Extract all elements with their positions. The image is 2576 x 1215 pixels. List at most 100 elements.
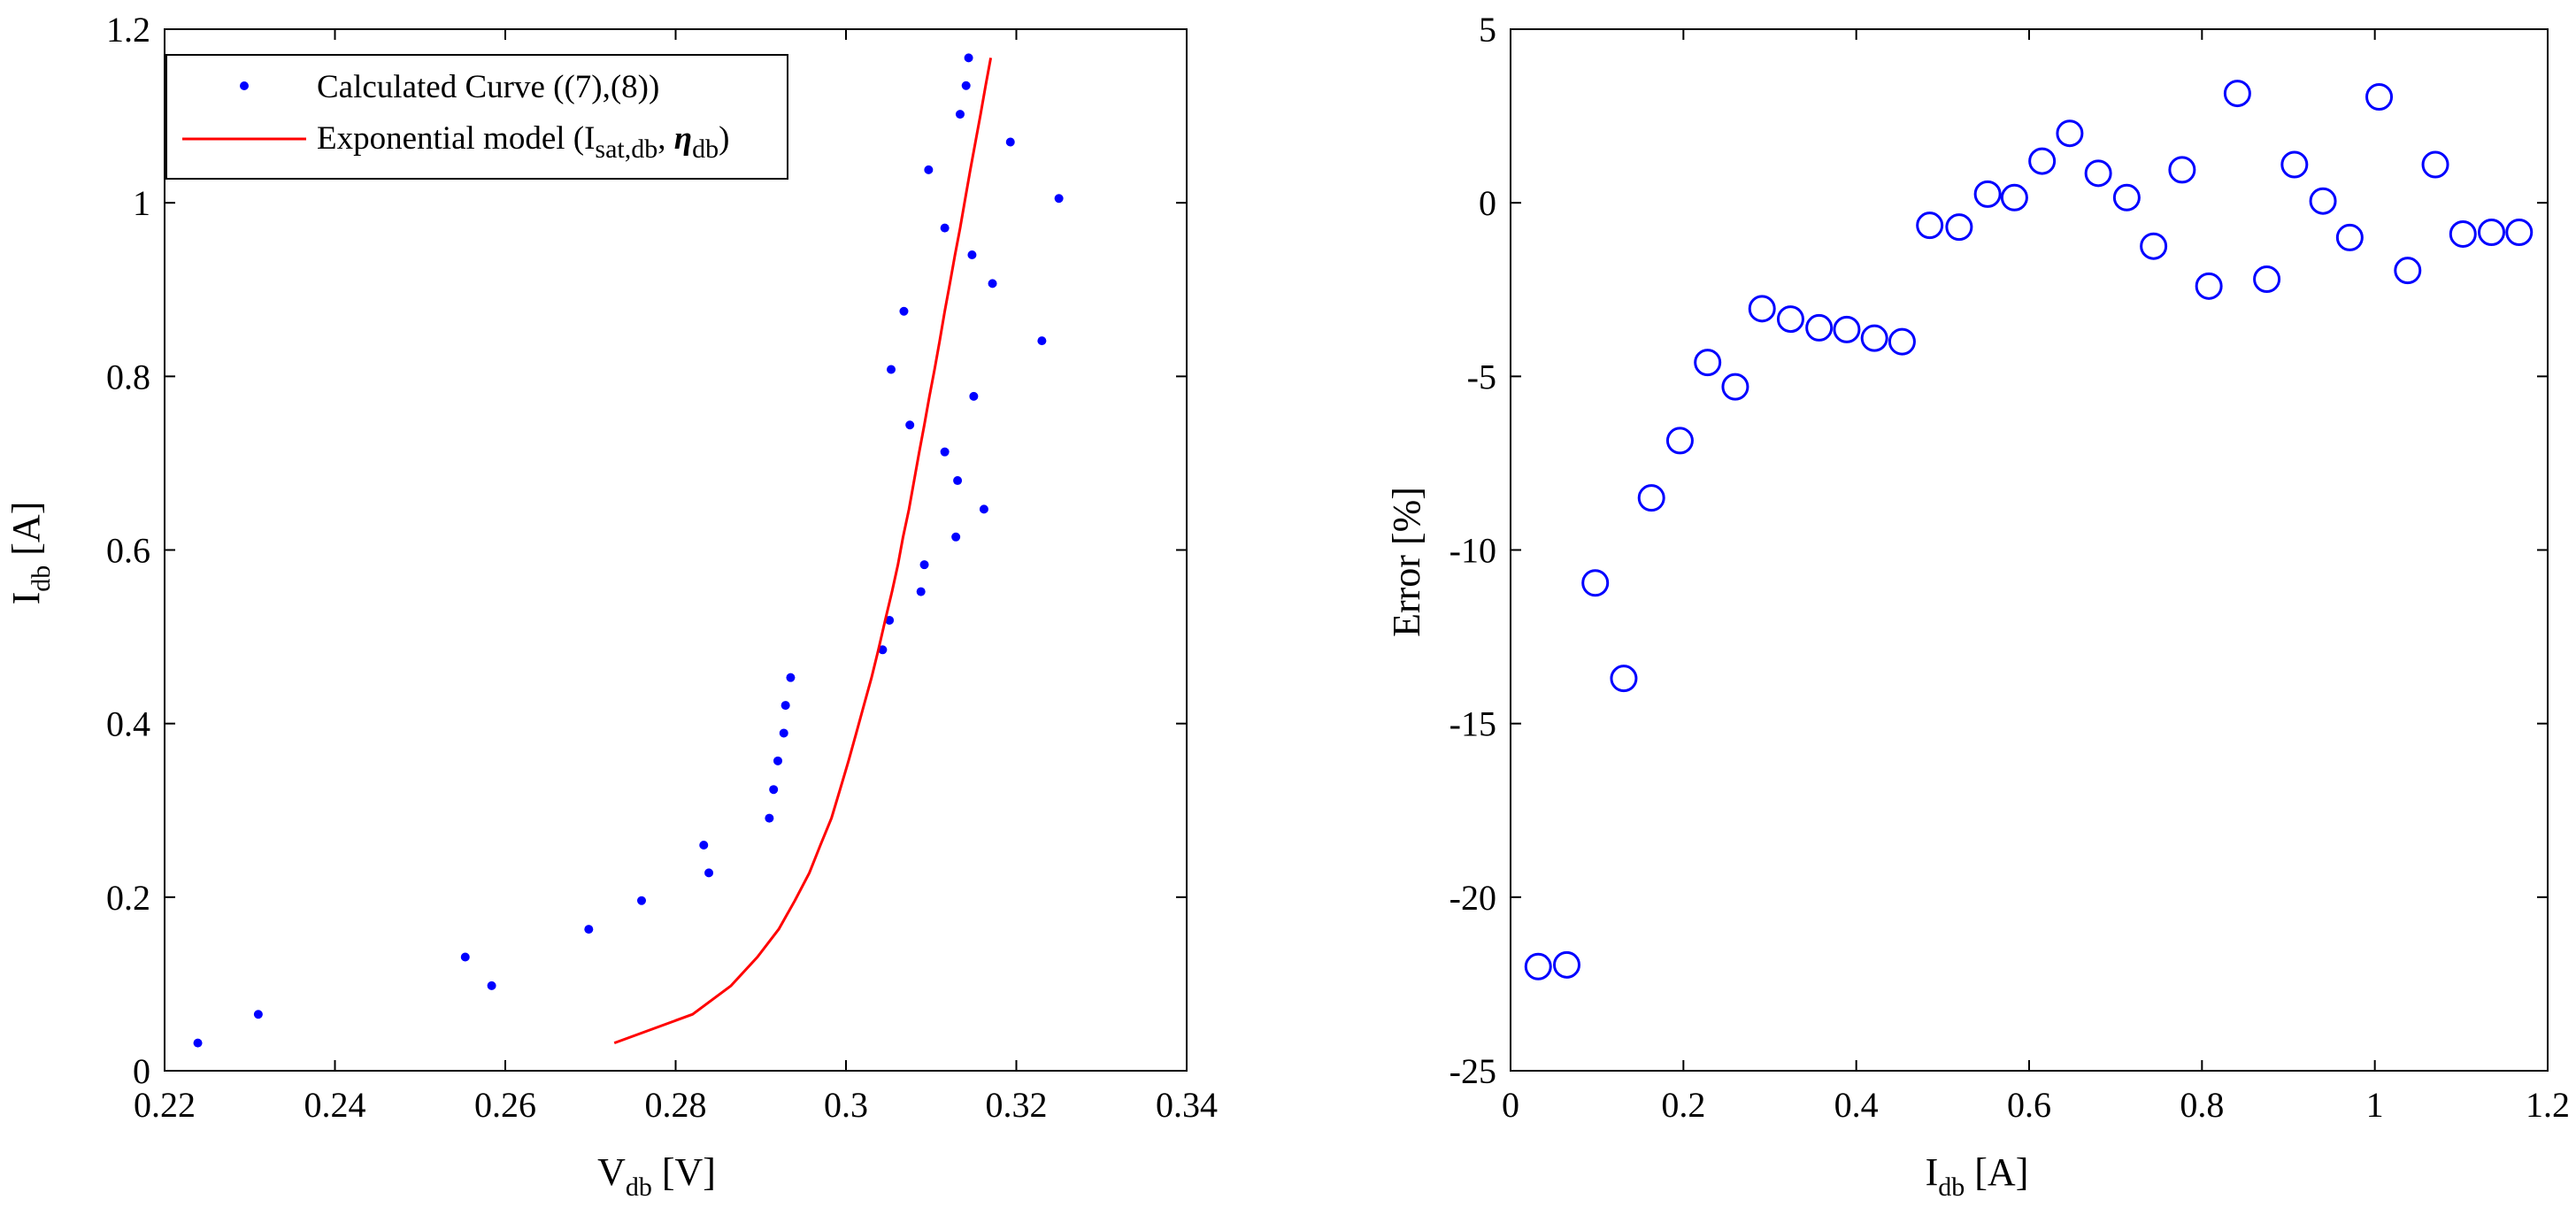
- left-chart-xlabel-space: [652, 1150, 662, 1194]
- legend-exp-part3: ): [719, 120, 729, 157]
- right-chart-data-point: [2000, 183, 2028, 211]
- right-chart-data-point: [2056, 119, 2084, 148]
- left-chart-data-point: [1037, 336, 1047, 346]
- right-chart-ytick-label: 5: [1479, 10, 1496, 50]
- right-chart-xlabel-sub: db: [1938, 1173, 1965, 1202]
- left-chart-data-point: [773, 756, 782, 765]
- left-chart-data-point: [704, 868, 714, 878]
- left-chart-data-point: [1005, 137, 1015, 147]
- right-chart-xlabel: Idb [A]: [1926, 1150, 2029, 1202]
- left-chart-data-point: [940, 447, 950, 457]
- right-chart-data-point: [1748, 295, 1776, 323]
- left-chart: 0.22 0.24 0.26 0.28 0.3 0.32 0.34 0 0.2 0.4 0.6 0.8…: [4, 10, 1218, 1202]
- right-chart-plot-area: [1524, 80, 2534, 980]
- right-chart-ytick-label: -15: [1449, 704, 1496, 744]
- left-chart-data-point: [253, 1010, 263, 1019]
- left-chart-data-point: [964, 53, 973, 63]
- legend-exp-sub2: db: [692, 135, 719, 164]
- left-chart-ytick-label: 1: [133, 183, 150, 223]
- left-chart-data-point: [988, 279, 997, 288]
- left-chart-xtick-label: 0.34: [1156, 1085, 1218, 1125]
- left-chart-ytick-label: 0.8: [106, 357, 150, 396]
- left-chart-xtick-label: 0.22: [134, 1085, 196, 1125]
- right-chart-xtick-label: 0.6: [2007, 1085, 2051, 1125]
- left-chart-data-point: [878, 645, 888, 655]
- left-chart-data-point: [584, 925, 594, 934]
- right-chart-data-point: [1721, 373, 1749, 401]
- right-chart-xtick-label: 0.4: [1834, 1085, 1879, 1125]
- left-chart-data-point: [951, 532, 961, 542]
- right-chart-data-point: [2449, 219, 2477, 248]
- left-chart-data-point: [924, 165, 934, 174]
- left-chart-data-point: [193, 1038, 203, 1048]
- left-chart-data-point: [699, 840, 709, 850]
- legend-box: [165, 54, 788, 180]
- left-chart-data-point: [885, 615, 895, 625]
- left-chart-ytick-label: 0.4: [106, 704, 150, 744]
- right-chart: 0 0.2 0.4 0.6 0.8 1 1.2 -25 -20 -15 -10 -5 0 5 Idb [A…: [1385, 10, 2570, 1202]
- left-chart-data-point: [953, 476, 963, 486]
- left-chart-data-point: [940, 223, 950, 233]
- right-chart-xtick-label: 0.8: [2180, 1085, 2224, 1125]
- left-chart-ytick-label: 1.2: [106, 10, 150, 50]
- right-chart-ytick-label: -20: [1449, 878, 1496, 918]
- right-chart-data-point: [1524, 952, 1552, 980]
- right-chart-data-point: [1552, 950, 1580, 979]
- left-chart-data-point: [979, 504, 988, 514]
- left-chart-ylabel-main: I: [4, 592, 48, 605]
- right-chart-data-point: [1694, 349, 1722, 377]
- right-chart-data-point: [2394, 257, 2422, 285]
- right-chart-data-point: [2168, 156, 2196, 184]
- right-chart-data-point: [2478, 219, 2506, 247]
- left-chart-xlabel-main: V: [597, 1150, 626, 1194]
- left-chart-plot-area: [193, 53, 1064, 1048]
- right-chart-data-point: [2112, 183, 2141, 211]
- left-chart-data-point: [905, 420, 915, 430]
- right-chart-ticks: 0 0.2 0.4 0.6 0.8 1 1.2 -25 -20 -15 -10 -5 0 5: [1449, 10, 2570, 1125]
- right-chart-data-point: [2140, 232, 2168, 260]
- right-chart-data-point: [1637, 484, 1665, 512]
- right-chart-xtick-label: 0: [1502, 1085, 1519, 1125]
- right-chart-data-point: [1888, 327, 1916, 356]
- right-chart-xtick-label: 0.2: [1661, 1085, 1705, 1125]
- left-chart-data-point: [779, 728, 788, 738]
- left-chart-ylabel-space: [4, 556, 48, 565]
- left-chart-data-point: [919, 560, 929, 570]
- left-chart-xlabel-unit: [V]: [662, 1150, 716, 1194]
- right-chart-data-point: [2195, 272, 2223, 300]
- legend-exp-part1: Exponential model (I: [317, 120, 595, 157]
- right-chart-data-point: [1805, 313, 1834, 342]
- legend-entry-calculated: Calculated Curve ((7),(8)): [317, 69, 659, 105]
- right-chart-ytick-label: 0: [1479, 183, 1496, 223]
- right-chart-data-point: [1973, 180, 2002, 208]
- right-chart-xlabel-space: [1965, 1150, 1974, 1194]
- left-chart-data-point: [967, 250, 977, 260]
- right-chart-data-point: [2084, 159, 2112, 188]
- left-chart-xtick-label: 0.32: [986, 1085, 1048, 1125]
- left-chart-ylabel-unit: [A]: [4, 502, 48, 556]
- left-chart-xtick-label: 0.26: [474, 1085, 536, 1125]
- left-chart-xlabel: Vdb [V]: [597, 1150, 716, 1202]
- left-chart-data-point: [899, 306, 909, 316]
- left-chart-ylabel-sub: db: [27, 565, 56, 592]
- right-chart-data-point: [2421, 150, 2449, 179]
- right-chart-data-point: [2028, 147, 2057, 175]
- left-chart-data-point: [786, 673, 796, 682]
- right-chart-ytick-label: -5: [1467, 357, 1496, 396]
- left-chart-xtick-label: 0.3: [824, 1085, 868, 1125]
- right-chart-data-point: [2505, 219, 2534, 247]
- left-chart-xtick-label: 0.24: [304, 1085, 366, 1125]
- right-chart-data-point: [1945, 213, 1973, 242]
- right-chart-data-point: [2335, 223, 2364, 251]
- right-chart-data-point: [1916, 211, 1944, 240]
- legend-dot-marker: [240, 81, 249, 90]
- left-chart-data-point: [1054, 194, 1064, 204]
- right-chart-ytick-label: -10: [1449, 531, 1496, 571]
- left-chart-data-point: [961, 81, 971, 90]
- legend-exp-part2: ,: [657, 120, 674, 157]
- legend-exp-sub1: sat,db: [595, 135, 657, 164]
- right-chart-data-point: [2223, 80, 2251, 108]
- left-chart-data-point: [487, 980, 496, 990]
- left-chart-data-point: [955, 110, 965, 119]
